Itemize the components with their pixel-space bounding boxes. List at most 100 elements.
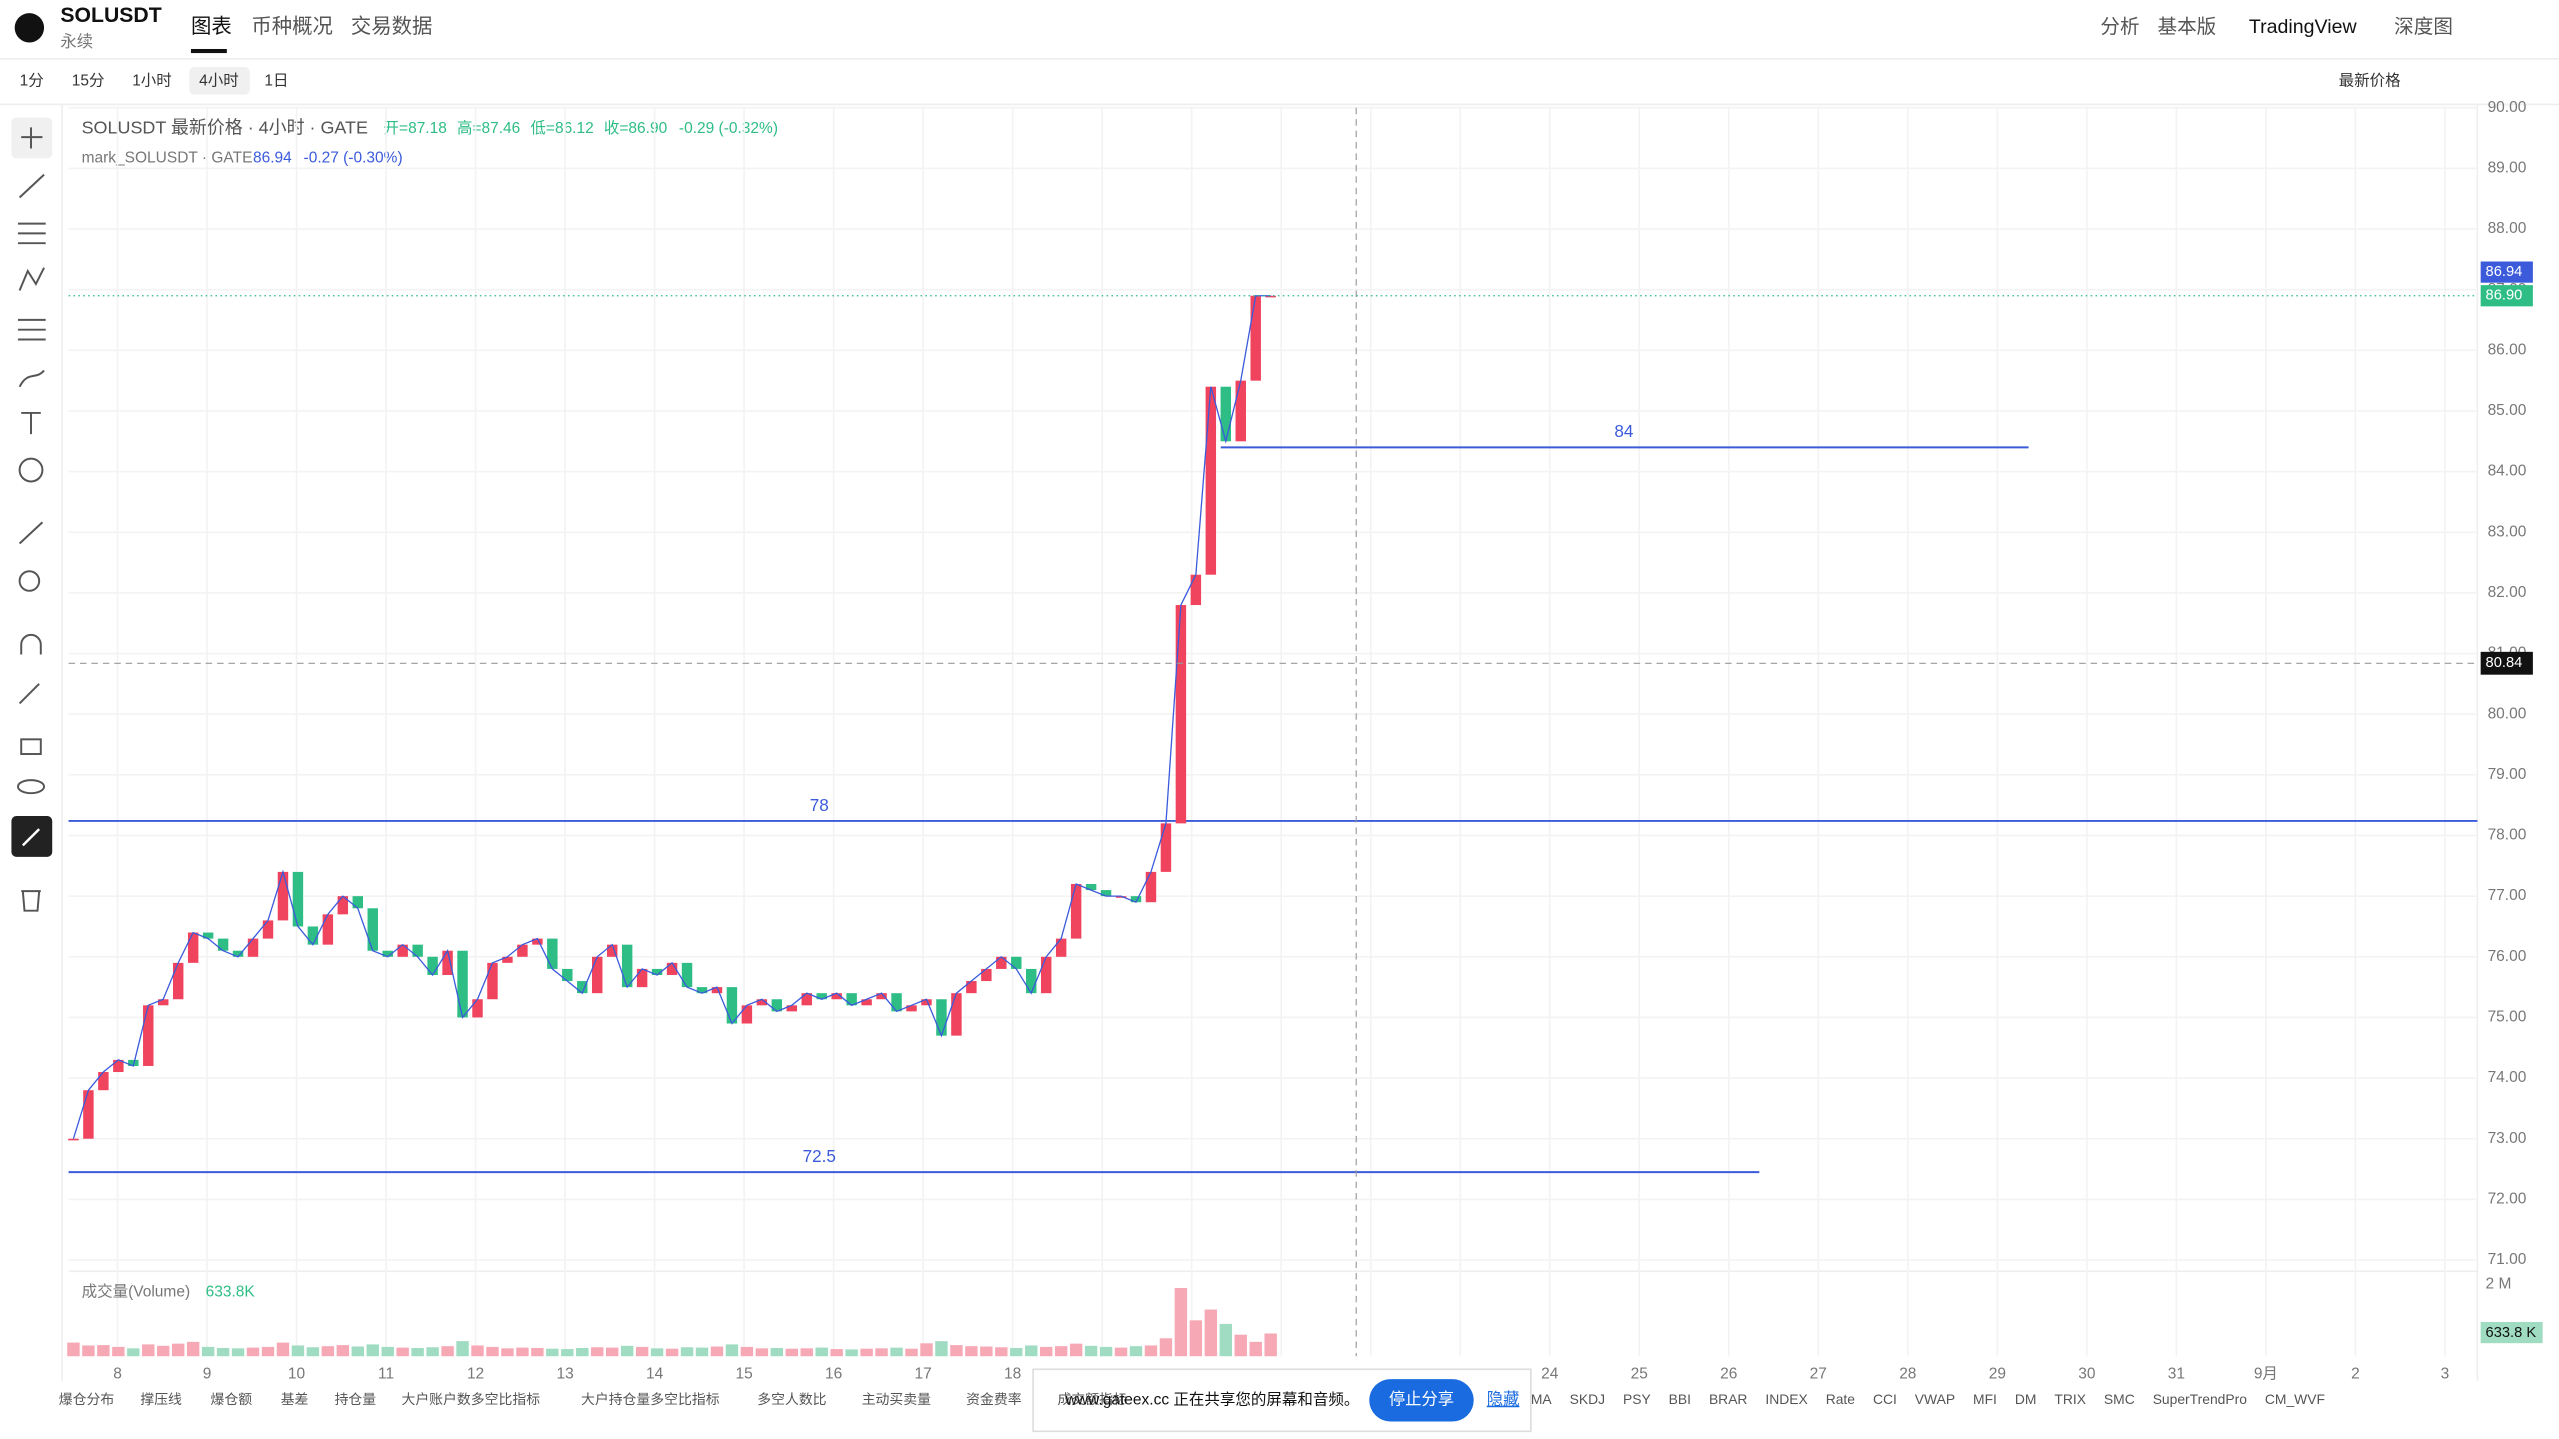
header-link[interactable]: 基本版 (2158, 16, 2217, 38)
indicator-tab[interactable]: 持仓量 (335, 1391, 377, 1407)
indicator-tab[interactable]: 爆仓分布 (59, 1391, 115, 1407)
candle (547, 938, 558, 969)
share-stop-btn[interactable] (1369, 1379, 1474, 1422)
volume-bar (561, 1349, 574, 1357)
volume-bar (635, 1346, 649, 1357)
volume-bar (157, 1345, 170, 1357)
indicator-tab[interactable]: BBI (1669, 1391, 1691, 1407)
volume-bar (336, 1345, 350, 1357)
tool-link[interactable] (21, 828, 41, 847)
x-tick-label: 11 (378, 1365, 394, 1382)
indicator-tab[interactable]: 主动买卖量 (862, 1391, 931, 1407)
tool-line[interactable] (18, 173, 45, 199)
interval[interactable]: 4小时 (199, 72, 239, 90)
indicator-tab[interactable]: 撑压线 (140, 1391, 182, 1407)
tool-pattern[interactable] (18, 267, 45, 291)
interval[interactable]: 1小时 (132, 72, 172, 90)
header-link[interactable]: 分析 (2100, 16, 2139, 38)
tool-fib[interactable] (17, 318, 46, 341)
volume-bar (216, 1347, 230, 1357)
indicator-tab[interactable]: TRIX (2054, 1391, 2086, 1407)
volume-title: 成交量(Volume) (82, 1283, 191, 1301)
candle (472, 999, 483, 1018)
volume-bar (1054, 1346, 1068, 1357)
interval[interactable]: 1分 (20, 72, 44, 90)
indicator-tab[interactable]: 基差 (281, 1391, 309, 1407)
legend-ohlc: 低=86.12 (530, 119, 593, 137)
volume-bar (186, 1341, 200, 1357)
header-link[interactable]: 深度图 (2394, 16, 2453, 38)
tool-pencil[interactable] (18, 683, 40, 705)
last-price-badge (2480, 285, 2533, 307)
indicator-tab[interactable]: 大户持仓量多空比指标 (581, 1391, 720, 1407)
volume-bar (276, 1342, 290, 1357)
volume-bar (920, 1343, 933, 1357)
tab[interactable]: 交易数据 (351, 15, 433, 38)
share-hide[interactable]: 隐藏 (1487, 1391, 1520, 1409)
tab[interactable]: 图表 (191, 15, 232, 38)
indicator-tab[interactable]: SKDJ (1570, 1391, 1605, 1407)
indicator-tab[interactable]: BRAR (1709, 1391, 1748, 1407)
candle (367, 908, 378, 951)
indicator-tab[interactable]: SMC (2104, 1391, 2135, 1407)
indicator-tab[interactable]: CM_WVF (2265, 1391, 2325, 1407)
candle (202, 932, 214, 939)
indicator-tab[interactable]: 大户账户数多空比指标 (401, 1391, 540, 1407)
symbol[interactable]: SOLUSDT (60, 4, 161, 27)
volume-bar (935, 1341, 948, 1357)
interval[interactable]: 1日 (264, 73, 288, 90)
tool-zoom[interactable] (18, 570, 41, 592)
candle (1011, 956, 1022, 969)
share-stop[interactable]: 停止分享 (1389, 1391, 1454, 1409)
indicator-tab[interactable]: MFI (1973, 1391, 1997, 1407)
x-tick-label: 15 (735, 1365, 752, 1382)
y-tick-label: 88.00 (2488, 220, 2527, 237)
candle (1115, 896, 1127, 898)
candle (936, 999, 947, 1036)
tab[interactable]: 币种概况 (251, 15, 333, 38)
indicator-tab[interactable]: Rate (1826, 1391, 1856, 1407)
candle (1205, 386, 1217, 575)
volume-bar (1099, 1346, 1113, 1357)
tool-ruler[interactable] (18, 521, 44, 545)
indicator-tab[interactable]: DM (2015, 1391, 2037, 1407)
price-mode[interactable]: 最新价格 (2339, 72, 2402, 90)
volume-bar (890, 1347, 903, 1357)
candle (996, 956, 1007, 969)
volume-bar (246, 1347, 260, 1357)
indicator-tab[interactable]: CCI (1873, 1391, 1897, 1407)
header-link[interactable]: TradingView (2249, 16, 2358, 38)
indicator-tab[interactable]: MA (1531, 1391, 1553, 1407)
volume-bar (112, 1346, 125, 1357)
indicator-tab[interactable]: INDEX (1765, 1391, 1807, 1407)
indicator-tab[interactable]: 多空人数比 (757, 1391, 826, 1407)
volume-bar (291, 1345, 305, 1357)
interval[interactable]: 15分 (72, 72, 105, 90)
mark-line (72, 295, 1271, 1139)
candle (592, 956, 603, 994)
indicator-tab[interactable]: 成交额指标 (1058, 1391, 1127, 1407)
tool-trash[interactable] (21, 890, 41, 912)
candle (232, 950, 244, 957)
tool-lock[interactable] (20, 738, 42, 755)
volume-badge (2480, 1321, 2543, 1344)
candle (726, 987, 738, 1024)
indicator-tab[interactable]: 爆仓额 (211, 1391, 253, 1407)
indicator-tab[interactable]: 资金费率 (966, 1391, 1022, 1407)
indicator-tab[interactable]: SuperTrendPro (2153, 1391, 2248, 1407)
indicator-tab[interactable]: VWAP (1915, 1391, 1955, 1407)
tool-text[interactable] (21, 411, 41, 435)
volume-bar (905, 1348, 918, 1357)
volume-bar (1174, 1288, 1188, 1357)
tool-cross[interactable] (21, 127, 43, 149)
candle (1265, 295, 1276, 298)
tool-eye[interactable] (16, 779, 46, 795)
legend-ohlc: 高=87.46 (457, 119, 520, 137)
tool-magnet[interactable] (20, 633, 42, 655)
indicator-tab[interactable]: PSY (1623, 1391, 1651, 1407)
tool-emoji[interactable] (18, 457, 44, 483)
tool-brush[interactable] (18, 369, 45, 388)
tool-lines[interactable] (17, 222, 46, 245)
volume-bar (441, 1346, 454, 1357)
